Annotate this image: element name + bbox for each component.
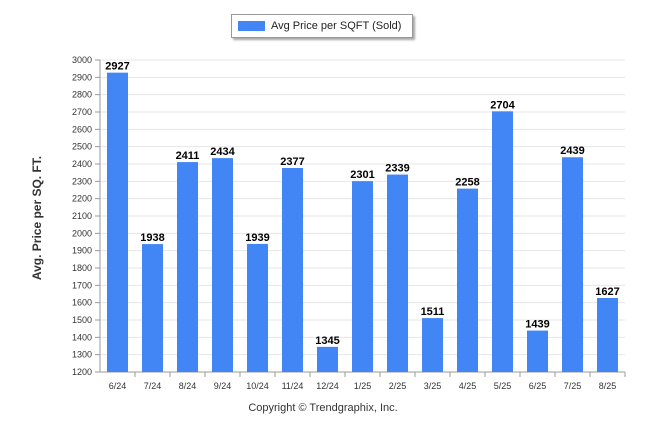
y-tick-label: 2200 xyxy=(72,194,92,204)
data-label-6/24: 2927 xyxy=(105,61,129,73)
y-tick-label: 2100 xyxy=(72,211,92,221)
bar-6/24[interactable] xyxy=(107,72,128,373)
x-tick-label: 7/25 xyxy=(564,381,582,391)
y-tick-label: 1500 xyxy=(72,315,92,325)
bar-1/25[interactable] xyxy=(352,181,373,372)
data-label-6/25: 1439 xyxy=(525,319,549,331)
y-tick-label: 2800 xyxy=(72,90,92,100)
data-label-7/24: 1938 xyxy=(140,232,164,244)
bar-4/25[interactable] xyxy=(457,188,478,372)
y-tick-label: 2500 xyxy=(72,142,92,152)
bar-7/25[interactable] xyxy=(562,157,583,372)
x-tick-label: 7/24 xyxy=(144,381,162,391)
data-label-11/24: 2377 xyxy=(280,156,304,168)
x-tick-labels: 6/24 7/24 8/24 9/24 10/24 11/24 12/24 1/25 2/25 3… xyxy=(109,381,617,391)
x-tick-label: 9/24 xyxy=(214,381,232,391)
x-tick-label: 6/24 xyxy=(109,381,127,391)
legend-label: Avg Price per SQFT (Sold) xyxy=(271,20,402,32)
bar-12/24[interactable] xyxy=(317,346,338,372)
bar-9/24[interactable] xyxy=(212,158,233,372)
data-label-7/25: 2439 xyxy=(560,145,584,157)
data-label-12/24: 1345 xyxy=(315,335,339,347)
y-tick-label: 1700 xyxy=(72,280,92,290)
data-label-1/25: 2301 xyxy=(350,169,374,181)
bar-8/24[interactable] xyxy=(177,162,198,372)
y-tick-label: 1300 xyxy=(72,350,92,360)
legend: Avg Price per SQFT (Sold) xyxy=(231,14,413,38)
x-tick-label: 8/24 xyxy=(179,381,197,391)
bars xyxy=(107,72,618,373)
bar-10/24[interactable] xyxy=(247,243,268,372)
y-tick-label: 2900 xyxy=(72,72,92,82)
y-tick-label: 1200 xyxy=(72,367,92,377)
y-tick-label: 3000 xyxy=(72,55,92,65)
x-tick-label: 3/25 xyxy=(424,381,442,391)
data-label-3/25: 1511 xyxy=(421,306,445,318)
data-label-5/25: 2704 xyxy=(490,99,515,111)
data-labels: 2927 1938 2411 2434 1939 2377 1345 2301 2339 1511… xyxy=(105,61,619,347)
x-tick-label: 4/25 xyxy=(459,381,477,391)
data-label-8/24: 2411 xyxy=(176,150,200,162)
y-tick-label: 2300 xyxy=(72,176,92,186)
y-tick-label: 2600 xyxy=(72,124,92,134)
data-label-4/25: 2258 xyxy=(455,177,479,189)
bar-5/25[interactable] xyxy=(492,111,513,372)
data-label-2/25: 2339 xyxy=(385,163,409,175)
x-tick-label: 8/25 xyxy=(599,381,617,391)
y-tick-label: 1600 xyxy=(72,298,92,308)
bar-2/25[interactable] xyxy=(387,174,408,372)
bar-6/25[interactable] xyxy=(527,330,548,372)
bar-3/25[interactable] xyxy=(422,318,443,372)
x-tick-label: 10/24 xyxy=(246,381,269,391)
data-label-9/24: 2434 xyxy=(210,146,235,158)
x-tick-label: 2/25 xyxy=(389,381,407,391)
copyright-text: Copyright © Trendgraphix, Inc. xyxy=(248,402,398,414)
y-tick-label: 2000 xyxy=(72,228,92,238)
y-tick-label: 1400 xyxy=(72,332,92,342)
y-tick-label: 1900 xyxy=(72,246,92,256)
x-tick-label: 6/25 xyxy=(529,381,547,391)
x-tick-label: 1/25 xyxy=(354,381,372,391)
x-tick-label: 11/24 xyxy=(282,381,304,391)
data-label-8/25: 1627 xyxy=(595,286,619,298)
data-label-10/24: 1939 xyxy=(245,232,269,244)
bar-8/25[interactable] xyxy=(597,297,618,372)
y-axis-title: Avg. Price per SQ. FT. xyxy=(30,156,44,280)
y-tick-label: 2400 xyxy=(72,159,92,169)
legend-swatch xyxy=(238,21,265,31)
x-tick-label: 12/24 xyxy=(316,381,339,391)
y-tick-label: 1800 xyxy=(72,263,92,273)
y-tick-labels: 1200 1300 1400 1500 1600 1700 1800 1900 2000 2100… xyxy=(72,55,92,377)
y-tick-label: 2700 xyxy=(72,107,92,117)
bar-11/24[interactable] xyxy=(282,167,303,372)
x-tick-label: 5/25 xyxy=(494,381,512,391)
bar-7/24[interactable] xyxy=(142,244,163,372)
